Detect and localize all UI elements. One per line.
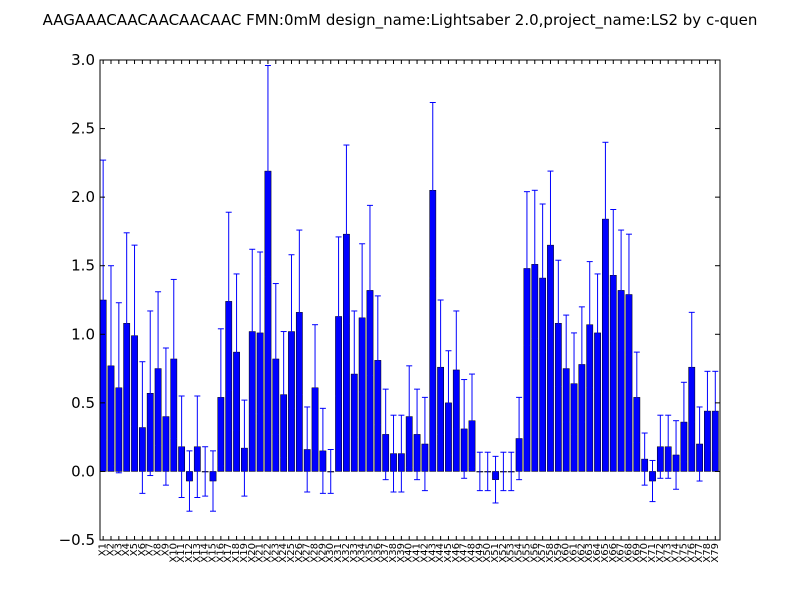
- y-axis: −0.5 0.0 0.5 1.0 1.5 2.0 2.5 3.0: [59, 51, 720, 549]
- x-tick-label: X47: [459, 543, 470, 563]
- x-tick-label: X76: [686, 543, 697, 563]
- x-tick-label: X42: [419, 543, 430, 563]
- chart-title: AAGAAACAACAACAACAAC FMN:0mM design_name:…: [43, 11, 758, 30]
- x-tick-label: X58: [545, 543, 556, 563]
- x-tick-label: X24: [278, 543, 289, 563]
- x-tick-label: X4: [121, 543, 132, 556]
- x-tick-label: X9: [160, 543, 171, 556]
- x-tick-label: X6: [137, 543, 148, 556]
- x-tick-label: X45: [443, 543, 454, 563]
- x-tick-label: X26: [294, 543, 305, 563]
- x-tick-label: X50: [482, 543, 493, 563]
- x-tick-label: X48: [467, 543, 478, 563]
- x-tick-label: X46: [451, 543, 462, 563]
- x-tick-label: X30: [325, 543, 336, 563]
- x-tick-label: X65: [600, 543, 611, 563]
- x-tick-label: X59: [553, 543, 564, 563]
- x-tick-label: X53: [506, 543, 517, 563]
- x-tick-label: X70: [639, 543, 650, 563]
- y-tick-label: 1.0: [71, 325, 95, 343]
- x-tick-label: X17: [223, 543, 234, 563]
- x-tick-label: X7: [145, 543, 156, 556]
- x-tick-label: X62: [576, 543, 587, 563]
- x-tick-label: X72: [655, 543, 666, 563]
- x-tick-label: X31: [333, 543, 344, 563]
- x-tick-label: X68: [623, 543, 634, 563]
- x-tick-label: X38: [388, 543, 399, 563]
- plot-frame: [99, 59, 721, 541]
- x-tick-label: X44: [435, 543, 446, 563]
- x-tick-label: X36: [372, 543, 383, 563]
- x-axis: X1X2X3X4X5X6X7X8X9X10X11X12X13X14X15X16X…: [98, 60, 721, 563]
- x-tick-label: X12: [184, 543, 195, 563]
- x-tick-label: X71: [647, 543, 658, 563]
- x-tick-label: X5: [129, 543, 140, 556]
- x-tick-label: X79: [710, 543, 721, 563]
- x-tick-label: X40: [404, 543, 415, 563]
- x-tick-label: X27: [302, 543, 313, 563]
- x-tick-label: X63: [584, 543, 595, 563]
- x-tick-label: X25: [286, 543, 297, 563]
- y-tick-label: 0.0: [71, 462, 95, 480]
- x-tick-label: X73: [663, 543, 674, 563]
- x-tick-label: X19: [239, 543, 250, 563]
- x-tick-label: X22: [262, 543, 273, 563]
- x-tick-label: X35: [364, 543, 375, 563]
- x-tick-label: X8: [153, 543, 164, 556]
- x-tick-label: X77: [694, 543, 705, 563]
- x-tick-label: X61: [569, 543, 580, 563]
- x-tick-label: X39: [396, 543, 407, 563]
- y-tick-label: −0.5: [59, 531, 95, 549]
- y-tick-label: 3.0: [71, 51, 95, 69]
- x-tick-label: X52: [498, 543, 509, 563]
- y-tick-label: 1.5: [71, 257, 95, 275]
- x-tick-label: X29: [317, 543, 328, 563]
- x-tick-label: X60: [561, 543, 572, 563]
- x-tick-label: X69: [631, 543, 642, 563]
- error-bars-group: [100, 64, 719, 512]
- x-tick-label: X56: [529, 543, 540, 563]
- x-tick-label: X66: [608, 543, 619, 563]
- x-tick-label: X49: [474, 543, 485, 563]
- x-tick-label: X37: [380, 543, 391, 563]
- x-tick-label: X78: [702, 543, 713, 563]
- x-tick-label: X18: [231, 543, 242, 563]
- x-tick-label: X33: [349, 543, 360, 563]
- x-tick-label: X16: [215, 543, 226, 563]
- x-tick-label: X51: [490, 543, 501, 563]
- x-tick-label: X3: [113, 543, 124, 556]
- x-tick-label: X54: [514, 543, 525, 563]
- x-tick-label: X2: [105, 543, 116, 556]
- x-tick-label: X75: [678, 543, 689, 563]
- x-tick-label: X43: [427, 543, 438, 563]
- x-tick-label: X21: [255, 543, 266, 563]
- x-tick-label: X64: [592, 543, 603, 563]
- x-tick-label: X28: [310, 543, 321, 563]
- x-tick-label: X13: [192, 543, 203, 563]
- x-tick-label: X15: [208, 543, 219, 563]
- y-tick-label: 2.5: [71, 120, 95, 138]
- x-tick-label: X14: [200, 543, 211, 563]
- x-tick-label: X74: [671, 543, 682, 563]
- y-tick-label: 2.0: [71, 188, 95, 206]
- x-tick-label: X11: [176, 543, 187, 563]
- x-tick-label: X10: [168, 543, 179, 563]
- x-tick-label: X23: [270, 543, 281, 563]
- x-tick-label: X20: [247, 543, 258, 563]
- x-tick-label: X32: [341, 543, 352, 563]
- x-tick-label: X41: [412, 543, 423, 563]
- x-tick-label: X1: [98, 543, 109, 556]
- x-tick-label: X67: [616, 543, 627, 563]
- y-tick-label: 0.5: [71, 394, 95, 412]
- x-tick-label: X57: [537, 543, 548, 563]
- x-tick-label: X34: [357, 543, 368, 563]
- x-tick-label: X55: [521, 543, 532, 563]
